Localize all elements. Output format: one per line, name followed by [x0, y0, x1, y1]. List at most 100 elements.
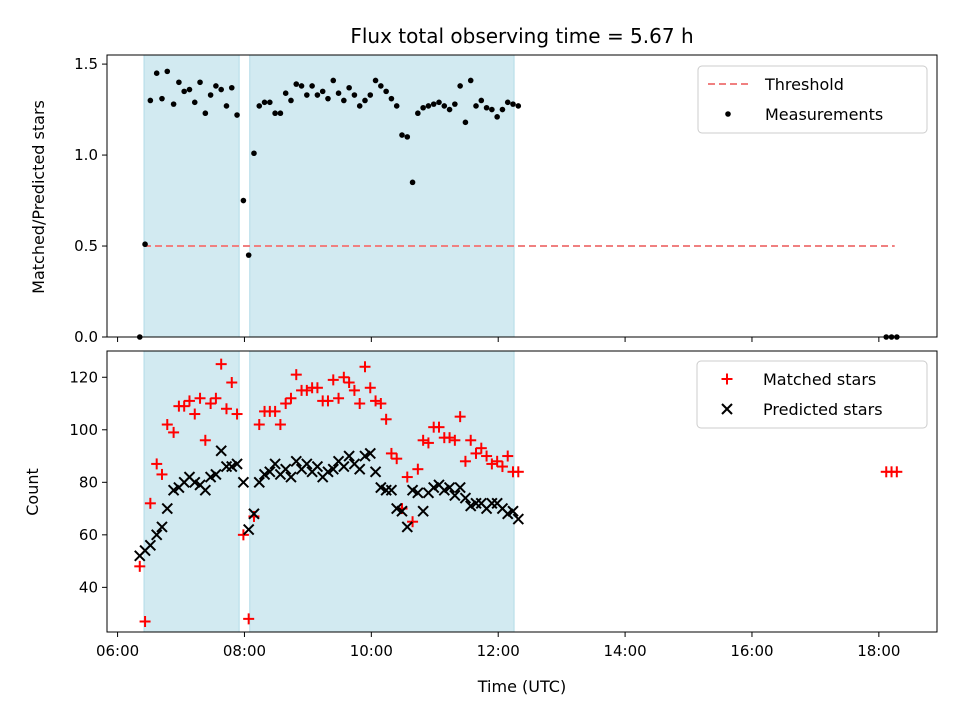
measurement-point	[228, 84, 235, 91]
matched-star-point	[391, 453, 403, 465]
measurement-point	[213, 83, 219, 89]
measurement-point	[441, 103, 448, 109]
measurement-point	[277, 110, 284, 117]
cross-b	[156, 521, 168, 533]
bottom-panel: 40 60 80 100 120 06:00 08:00 10:00 12:00 14:00 16…	[23, 350, 938, 696]
cross-b	[369, 466, 382, 478]
cross-b	[253, 476, 265, 489]
measurement-point	[409, 179, 416, 186]
measurement-point	[478, 97, 485, 104]
matched-star-point	[502, 450, 514, 462]
measurement-point	[362, 97, 368, 104]
measurement-point	[234, 112, 240, 118]
measurement-point	[388, 95, 395, 102]
matched-star-point	[274, 419, 286, 431]
cross-b	[183, 471, 196, 483]
cross-b	[417, 505, 429, 517]
shaded-interval-2	[249, 54, 515, 338]
legend-predicted-label: Predicted stars	[763, 400, 883, 419]
cross-b	[269, 458, 281, 470]
cross-b	[412, 487, 424, 499]
measurement-point	[245, 252, 252, 258]
cross-b	[150, 529, 163, 541]
legend-measurements-label: Measurements	[765, 105, 883, 124]
cross-b	[189, 476, 201, 489]
measurement-point	[372, 77, 379, 84]
cross-b	[353, 463, 366, 475]
matched-star-point	[151, 458, 163, 470]
measurement-point	[356, 103, 363, 109]
matched-star-point	[401, 471, 413, 483]
matched-star-point	[380, 413, 392, 425]
predicted-star-point	[512, 513, 525, 525]
cross-b	[301, 458, 313, 470]
predicted-star-point	[327, 463, 339, 475]
measurement-point	[181, 88, 187, 95]
matched-star-point	[183, 395, 195, 407]
measurement-point	[319, 88, 326, 95]
predicted-star-point	[290, 455, 302, 468]
measurement-point	[404, 134, 411, 140]
matched-star-point	[338, 371, 350, 383]
y-tick-label: 1.5	[74, 55, 98, 73]
predicted-star-point	[237, 476, 250, 489]
matched-star-point	[178, 400, 190, 412]
measurement-point	[240, 197, 247, 204]
matched-star-point	[280, 398, 292, 410]
cross-b	[338, 460, 350, 473]
predicted-star-point	[353, 463, 366, 475]
measurement-point	[282, 90, 289, 97]
matched-star-point	[205, 398, 217, 410]
matched-star-point	[243, 613, 255, 625]
matched-star-point	[354, 398, 366, 410]
cross-b	[396, 505, 408, 517]
cross-b	[264, 466, 276, 478]
measurement-point	[335, 90, 342, 97]
measurement-point	[341, 97, 347, 104]
matched-star-point	[134, 560, 146, 572]
measurement-point	[378, 83, 384, 89]
bottom-y-ticks: 40 60 80 100 120	[69, 368, 107, 596]
x-tick-label: 12:00	[477, 642, 520, 660]
matched-star-point	[226, 377, 238, 389]
measurement-point	[367, 92, 374, 98]
measurement-point	[415, 110, 421, 117]
cross-b	[375, 481, 387, 494]
x-tick-label: 14:00	[603, 642, 646, 660]
measurement-point	[325, 95, 331, 102]
predicted-star-point	[385, 484, 398, 496]
measurement-point	[309, 83, 315, 89]
predicted-star-point	[401, 521, 413, 533]
matched-star-point	[333, 392, 345, 404]
top-plot-frame	[106, 54, 938, 338]
y-tick-label: 40	[79, 578, 98, 596]
predicted-star-point	[343, 450, 355, 462]
top-y-ticks: 0.0 0.5 1.0 1.5	[74, 55, 107, 346]
measurement-point	[288, 97, 294, 104]
y-tick-label: 0.0	[74, 328, 98, 346]
predicted-star-point	[242, 523, 255, 536]
predicted-star-point	[301, 458, 313, 470]
cross-b	[237, 476, 250, 489]
cross-b	[454, 481, 466, 494]
measurement-point	[467, 77, 474, 84]
shaded-interval-1	[143, 54, 240, 338]
matched-star-point	[454, 411, 466, 423]
cross-b	[512, 513, 525, 525]
cross-b	[348, 458, 361, 470]
matched-star-point	[199, 434, 211, 446]
cross-b	[242, 523, 255, 536]
matched-star-point	[417, 434, 429, 446]
measurement-point	[293, 81, 300, 87]
cross-b	[144, 539, 157, 552]
measurement-point	[191, 99, 198, 106]
shaded-interval-1	[143, 350, 240, 633]
matched-star-point	[311, 382, 323, 394]
bottom-legend-box	[696, 360, 928, 429]
measurement-point	[267, 99, 273, 106]
cross-b	[496, 502, 509, 515]
measurement-point	[251, 150, 257, 157]
matched-star-points	[134, 358, 903, 627]
measurement-point	[256, 103, 263, 109]
